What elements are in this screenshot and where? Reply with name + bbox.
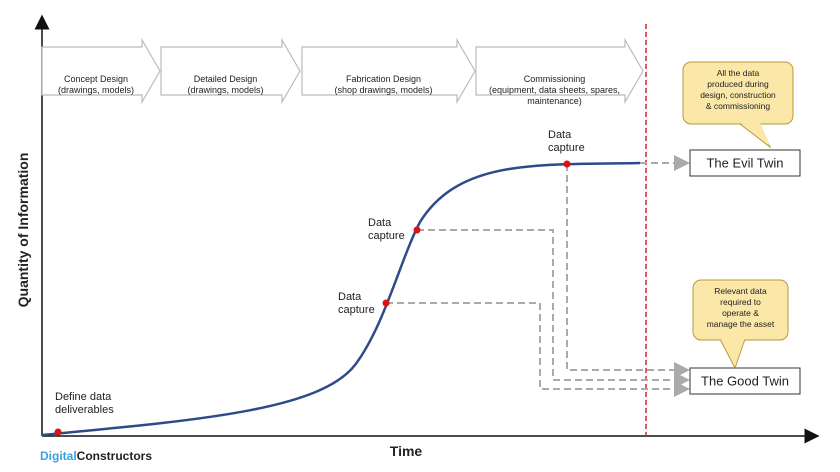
y-axis-label: Quantity of Information [15, 153, 31, 308]
data-point [382, 299, 390, 307]
twin-label: The Evil Twin [706, 155, 783, 170]
phase-label: Fabrication Design [346, 74, 421, 84]
connector [566, 164, 690, 378]
twin-box [689, 149, 801, 177]
point-label: Data [338, 291, 362, 303]
point-label: Data [548, 129, 572, 141]
data-point [54, 428, 62, 436]
callout-tail-cover [740, 122, 770, 146]
phase-arrow [160, 37, 301, 105]
callout-text: Relevant data [714, 286, 767, 296]
twin-label: The Good Twin [701, 373, 789, 388]
point-label: deliverables [55, 404, 114, 416]
phase-label: Commissioning [524, 74, 586, 84]
info-curve [41, 161, 641, 437]
phase-arrow [301, 37, 476, 105]
callout-text: produced during [707, 79, 769, 89]
callout [682, 61, 794, 125]
phase-label: Detailed Design [194, 74, 258, 84]
connector [417, 229, 690, 388]
callout-text: design, construction [700, 90, 776, 100]
callout-text: & commissioning [706, 101, 771, 111]
twin-box [689, 367, 801, 395]
data-point [413, 226, 421, 234]
point-label: capture [368, 230, 405, 242]
phase-label: (drawings, models) [58, 85, 134, 95]
connector [386, 302, 690, 397]
callout-text: All the data [717, 68, 760, 78]
data-point [563, 160, 571, 168]
phase-label: (drawings, models) [187, 85, 263, 95]
phase-label: (shop drawings, models) [334, 85, 432, 95]
phase-label: Concept Design [64, 74, 128, 84]
phase-arrow [41, 37, 161, 105]
point-label: capture [548, 142, 585, 154]
callout-tail-cover [720, 337, 745, 367]
logo: DigitalConstructors [40, 449, 152, 463]
phase-arrow [475, 37, 644, 105]
point-label: Define data [55, 391, 112, 403]
callout-text: manage the asset [707, 319, 775, 329]
point-label: capture [338, 304, 375, 316]
callout-text: operate & [722, 308, 759, 318]
callout-text: required to [720, 297, 761, 307]
x-axis-label: Time [390, 443, 423, 459]
phase-label: maintenance) [527, 96, 582, 106]
point-label: Data [368, 217, 392, 229]
phase-label: (equipment, data sheets, spares, [489, 85, 620, 95]
